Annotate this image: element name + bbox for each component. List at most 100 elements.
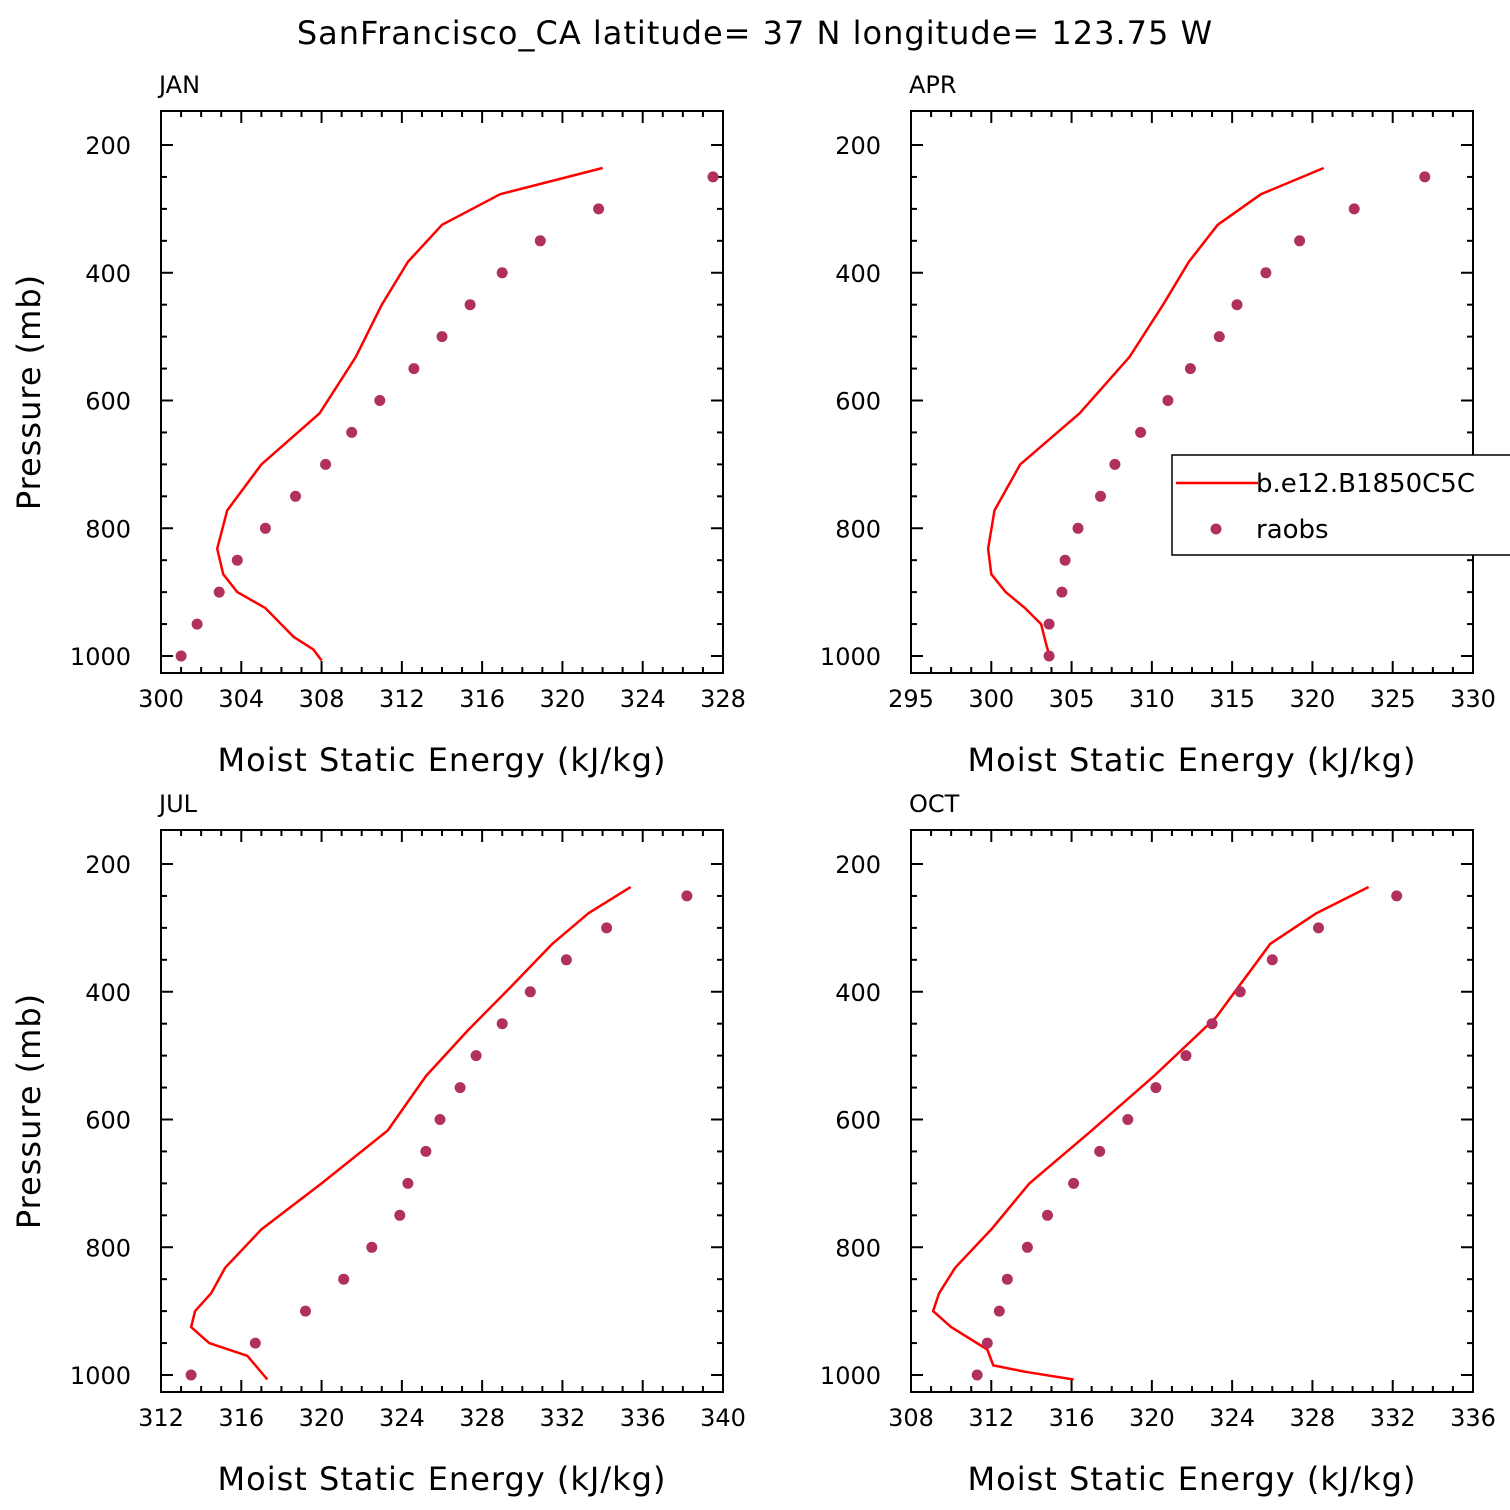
raobs-point xyxy=(1231,299,1243,311)
raobs-point xyxy=(1122,1114,1134,1125)
x-tick-label: 325 xyxy=(1370,685,1416,713)
raobs-point xyxy=(259,522,271,534)
plot-frame xyxy=(160,829,724,1393)
y-tick-label: 800 xyxy=(835,515,881,543)
x-tick-label: 316 xyxy=(459,685,505,713)
x-tick-label: 328 xyxy=(700,685,746,713)
raobs-point xyxy=(231,554,243,566)
panels: 300 304 308 312 316 320 324 328 200 400 600 800 1000… xyxy=(10,71,1496,1498)
x-tick-label: 320 xyxy=(540,685,586,713)
x-tick-label: 324 xyxy=(379,1404,425,1432)
y-tick-label: 600 xyxy=(835,388,881,416)
raobs-point xyxy=(374,395,386,406)
raobs-point xyxy=(1042,1209,1053,1221)
raobs-point xyxy=(338,1273,350,1285)
raobs-point xyxy=(402,1177,414,1189)
x-tick-label: 336 xyxy=(620,1404,666,1432)
y-tick-label: 800 xyxy=(85,515,131,543)
raobs-point xyxy=(191,618,203,630)
y-tick-label: 400 xyxy=(835,260,881,288)
raobs-point xyxy=(1206,1018,1218,1030)
raobs-point xyxy=(464,299,476,311)
raobs-point xyxy=(1260,267,1272,279)
raobs-point xyxy=(320,458,332,470)
x-tick-label: 320 xyxy=(299,1404,345,1432)
raobs-point xyxy=(993,1305,1005,1317)
series-raobs xyxy=(971,890,1403,1381)
x-tick-label: 332 xyxy=(1370,1404,1416,1432)
panel-label: OCT xyxy=(909,790,960,818)
legend: b.e12.B1850C5C raobs xyxy=(1171,454,1510,556)
x-axis-ticks xyxy=(910,111,1474,673)
series-line-model xyxy=(931,885,1370,1381)
raobs-point xyxy=(1135,426,1147,438)
x-tick-label: 324 xyxy=(620,685,666,713)
raobs-point xyxy=(1184,363,1196,375)
x-axis-title: Moist Static Energy (kJ/kg) xyxy=(218,741,667,779)
raobs-point xyxy=(593,203,605,215)
raobs-point xyxy=(175,650,187,662)
x-axis-ticks xyxy=(160,111,724,673)
legend-label-obs: raobs xyxy=(1256,515,1329,545)
series-line-model xyxy=(986,166,1325,661)
raobs-point xyxy=(1072,522,1084,534)
raobs-point xyxy=(213,586,225,598)
x-tick-label: 320 xyxy=(1290,685,1336,713)
x-tick-label: 300 xyxy=(138,685,184,713)
plot-frame xyxy=(910,110,1474,674)
y-tick-label: 200 xyxy=(85,132,131,160)
raobs-point xyxy=(1001,1273,1013,1285)
raobs-point xyxy=(436,331,448,343)
x-tick-label: 308 xyxy=(299,685,345,713)
y-tick-label: 800 xyxy=(835,1234,881,1262)
raobs-point xyxy=(560,954,572,966)
x-axis-ticks xyxy=(910,830,1474,1392)
raobs-point xyxy=(346,426,358,438)
y-tick-label: 400 xyxy=(835,979,881,1007)
x-tick-label: 316 xyxy=(1049,1404,1095,1432)
x-tick-label: 305 xyxy=(1049,685,1095,713)
x-tick-label: 328 xyxy=(1290,1404,1336,1432)
panel-label: APR xyxy=(909,71,957,99)
raobs-point xyxy=(454,1082,466,1094)
panel-label: JAN xyxy=(157,71,200,99)
x-tick-label: 300 xyxy=(968,685,1014,713)
raobs-point xyxy=(1180,1050,1192,1062)
y-axis-title: Pressure (mb) xyxy=(10,993,48,1229)
legend-label-model: b.e12.B1850C5C xyxy=(1256,469,1475,499)
y-tick-label: 600 xyxy=(85,388,131,416)
series-line-model xyxy=(189,885,632,1381)
y-tick-label: 600 xyxy=(835,1107,881,1135)
raobs-point xyxy=(534,235,546,247)
y-axis-ticks xyxy=(161,863,723,1376)
series-line-model xyxy=(215,166,603,662)
x-tick-label: 312 xyxy=(379,685,425,713)
raobs-point xyxy=(1109,458,1121,470)
x-axis-title: Moist Static Energy (kJ/kg) xyxy=(968,741,1417,779)
y-axis-title: Pressure (mb) xyxy=(10,274,48,510)
x-tick-label: 312 xyxy=(968,1404,1014,1432)
raobs-point xyxy=(366,1241,378,1253)
series-raobs xyxy=(175,171,719,662)
raobs-point xyxy=(1021,1241,1033,1253)
y-tick-label: 1000 xyxy=(70,1362,131,1390)
raobs-point xyxy=(1213,331,1225,343)
y-axis-ticks xyxy=(161,144,723,657)
raobs-point xyxy=(249,1337,261,1349)
panel-jan: 300 304 308 312 316 320 324 328 200 400 600 800 1000… xyxy=(10,71,746,779)
y-tick-label: 1000 xyxy=(70,643,131,671)
x-tick-label: 295 xyxy=(888,685,934,713)
raobs-point xyxy=(394,1209,406,1221)
legend-marker-swatch xyxy=(1210,523,1222,535)
raobs-point xyxy=(496,1018,508,1030)
x-tick-label: 304 xyxy=(218,685,264,713)
x-axis-ticks xyxy=(160,830,724,1392)
y-tick-label: 1000 xyxy=(820,1362,881,1390)
raobs-point xyxy=(981,1337,993,1349)
x-tick-label: 336 xyxy=(1450,1404,1496,1432)
x-tick-label: 315 xyxy=(1209,685,1255,713)
x-tick-label: 320 xyxy=(1129,1404,1175,1432)
raobs-point xyxy=(971,1369,983,1381)
plot-frame xyxy=(160,110,724,674)
x-tick-label: 340 xyxy=(700,1404,746,1432)
